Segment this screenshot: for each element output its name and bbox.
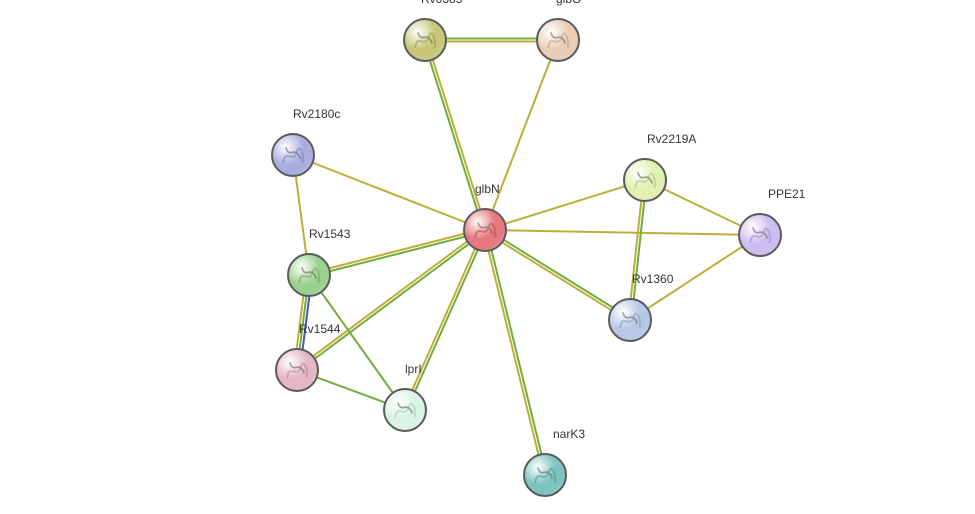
protein-sphere[interactable] xyxy=(623,158,667,202)
edge xyxy=(316,244,469,358)
protein-node[interactable]: glbN xyxy=(463,208,507,252)
protein-node[interactable]: glbO xyxy=(536,18,580,62)
protein-sphere[interactable] xyxy=(403,18,447,62)
edge xyxy=(489,252,539,454)
edge xyxy=(296,177,306,253)
protein-sphere[interactable] xyxy=(383,388,427,432)
protein-node[interactable]: Rv0385 xyxy=(403,18,447,62)
protein-label: lprI xyxy=(405,362,422,376)
protein-sphere[interactable] xyxy=(287,253,331,297)
edge xyxy=(297,296,303,347)
protein-sphere[interactable] xyxy=(536,18,580,62)
protein-label: Rv0385 xyxy=(421,0,462,6)
protein-label: Rv1544 xyxy=(299,322,340,336)
edge-layer xyxy=(0,0,975,514)
edge xyxy=(503,243,611,310)
protein-sphere[interactable] xyxy=(271,133,315,177)
edge xyxy=(413,249,475,389)
edge xyxy=(313,163,464,222)
edge xyxy=(318,378,385,403)
protein-node[interactable]: narK3 xyxy=(523,453,567,497)
edge xyxy=(506,187,624,224)
protein-node[interactable]: Rv1544 xyxy=(275,348,319,392)
edge xyxy=(322,293,393,392)
edge xyxy=(303,297,309,348)
edge xyxy=(314,242,467,356)
protein-label: PPE21 xyxy=(768,187,805,201)
protein-node[interactable]: Rv2219A xyxy=(623,158,667,202)
protein-sphere[interactable] xyxy=(523,453,567,497)
edge xyxy=(415,251,477,391)
edge xyxy=(648,247,741,308)
edge xyxy=(665,189,740,225)
edge xyxy=(504,240,612,307)
protein-label: Rv2219A xyxy=(647,132,696,146)
edge xyxy=(492,251,542,453)
protein-sphere[interactable] xyxy=(275,348,319,392)
protein-node[interactable]: Rv1543 xyxy=(287,253,331,297)
protein-node[interactable]: Rv2180c xyxy=(271,133,315,177)
protein-label: glbN xyxy=(475,182,500,196)
edge xyxy=(634,202,644,298)
network-canvas: glbN Rv0385 glbO Rv2180c Rv1543 Rv1544 l… xyxy=(0,0,975,514)
edge xyxy=(493,61,550,210)
edge xyxy=(300,297,306,348)
edge xyxy=(507,230,738,234)
protein-sphere[interactable] xyxy=(608,298,652,342)
edge xyxy=(430,61,477,209)
edge xyxy=(330,234,463,268)
protein-sphere[interactable] xyxy=(463,208,507,252)
protein-label: Rv2180c xyxy=(293,107,340,121)
edge xyxy=(433,61,480,209)
protein-node[interactable]: Rv1360 xyxy=(608,298,652,342)
protein-label: Rv1543 xyxy=(309,227,350,241)
protein-sphere[interactable] xyxy=(738,213,782,257)
protein-label: glbO xyxy=(556,0,581,6)
protein-node[interactable]: PPE21 xyxy=(738,213,782,257)
edge xyxy=(331,237,464,271)
protein-label: Rv1360 xyxy=(632,272,673,286)
protein-node[interactable]: lprI xyxy=(383,388,427,432)
protein-label: narK3 xyxy=(553,427,585,441)
edge xyxy=(631,202,641,298)
